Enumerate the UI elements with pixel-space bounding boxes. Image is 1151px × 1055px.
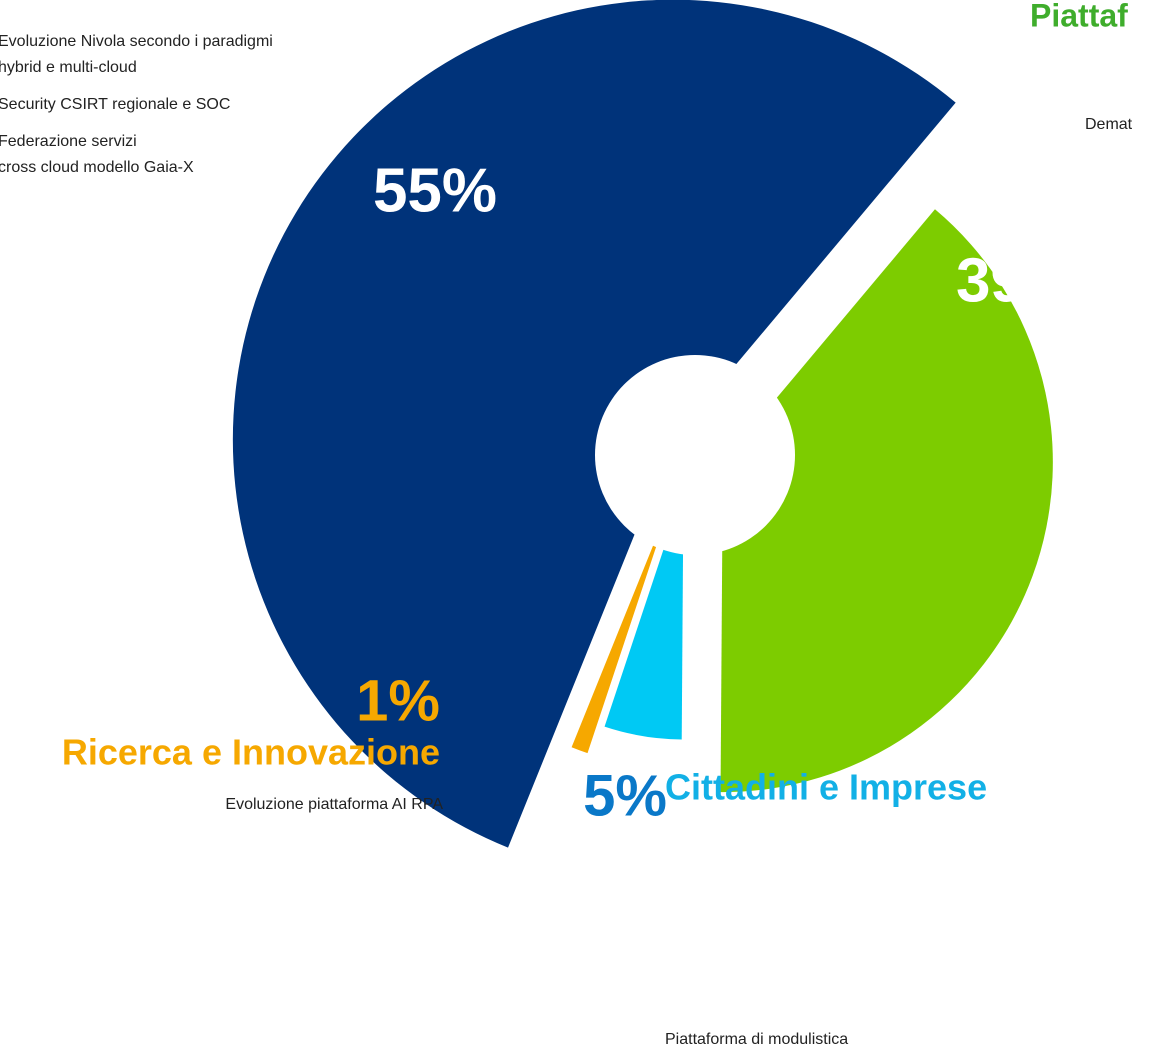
description: Federazione servizi <box>0 133 137 150</box>
category-label: Ricerca e Innovazione <box>62 732 440 773</box>
value-label: 5% <box>583 763 667 828</box>
description: Evoluzione Nivola secondo i paradigmi <box>0 33 273 50</box>
pie-slice <box>571 496 673 754</box>
description: Security CSIRT regionale e SOC <box>0 96 230 113</box>
description: Evoluzione piattaforma AI RPA <box>225 796 443 813</box>
value-label: 55% <box>373 156 497 225</box>
center-hole <box>595 355 795 555</box>
pie-slice <box>604 489 684 740</box>
category-label: Piattaf <box>1030 0 1128 33</box>
pie-slice <box>720 209 1053 793</box>
description: Demat <box>1085 116 1133 133</box>
category-label: Cittadini e Imprese <box>665 767 987 808</box>
description: hybrid e multi-cloud <box>0 59 137 76</box>
pie-slice <box>232 0 956 848</box>
description: cross cloud modello Gaia-X <box>0 159 194 176</box>
value-label: 1% <box>356 668 440 733</box>
value-label: 39% <box>956 246 1080 315</box>
description: Piattaforma di modulistica <box>665 1031 848 1048</box>
